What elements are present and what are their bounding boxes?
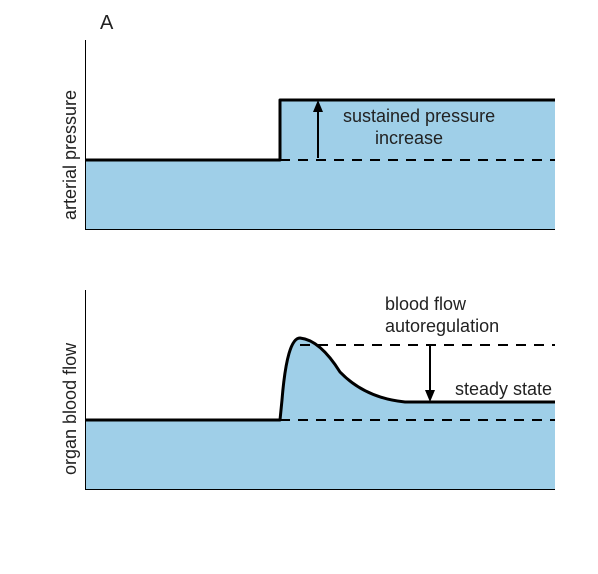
top-chart: sustained pressure increase <box>85 40 555 230</box>
top-ylabel: arterial pressure <box>60 90 81 220</box>
top-annotation-line1: sustained pressure <box>343 106 495 126</box>
top-chart-svg: sustained pressure increase <box>85 40 555 230</box>
panel-letter: A <box>100 12 113 35</box>
bottom-fill-area <box>85 338 555 490</box>
bottom-annotation-top-line1: blood flow <box>385 294 467 314</box>
bottom-chart: blood flow autoregulation steady state <box>85 290 555 490</box>
figure-page: A arterial pressure organ blood flow sus… <box>0 0 598 574</box>
bottom-annotation-steady: steady state <box>455 379 552 399</box>
bottom-arrow-head <box>425 390 435 402</box>
top-annotation-line2: increase <box>375 128 443 148</box>
bottom-ylabel: organ blood flow <box>60 343 81 475</box>
bottom-chart-svg: blood flow autoregulation steady state <box>85 290 555 490</box>
bottom-annotation-top-line2: autoregulation <box>385 316 499 336</box>
